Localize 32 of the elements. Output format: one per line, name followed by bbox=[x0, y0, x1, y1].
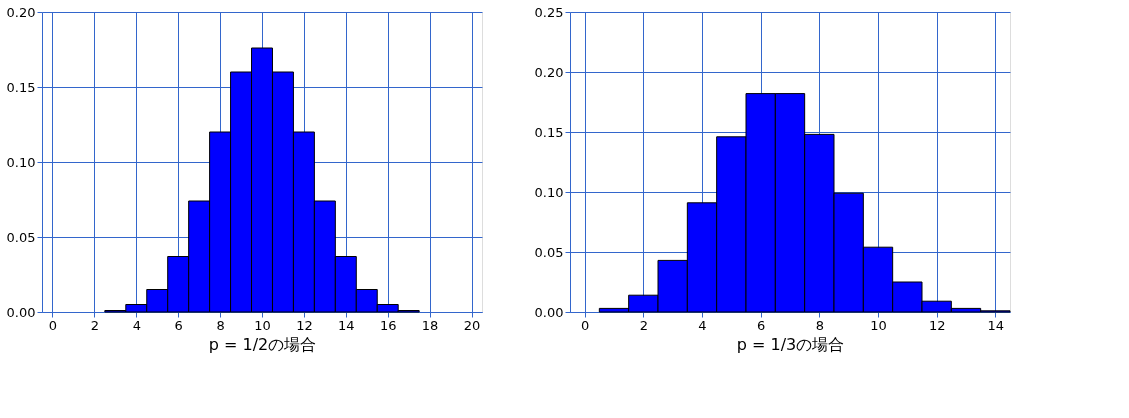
y-tick-label: 0.00 bbox=[6, 304, 36, 320]
x-tick-label: 10 bbox=[870, 317, 887, 333]
x-tick-label: 12 bbox=[928, 317, 946, 333]
x-tick-label: 6 bbox=[174, 317, 183, 333]
x-tick-label: 10 bbox=[254, 317, 271, 333]
y-tick-label: 0.15 bbox=[6, 79, 36, 95]
x-tick-label: 0 bbox=[581, 317, 590, 333]
x-tick-label: 20 bbox=[463, 317, 481, 333]
y-tick-label: 0.00 bbox=[534, 304, 564, 320]
x-tick-label: 16 bbox=[379, 317, 397, 333]
x-tick-label: 0 bbox=[48, 317, 58, 333]
y-tick-label: 0.05 bbox=[6, 229, 36, 245]
y-tick-label: 0.10 bbox=[534, 184, 564, 200]
y-tick-label: 0.20 bbox=[534, 64, 564, 80]
y-tick-label: 0.25 bbox=[534, 4, 564, 20]
x-tick-label: 6 bbox=[757, 317, 766, 333]
x-axis-title: p = 1/2の場合 bbox=[208, 334, 317, 354]
x-tick-label: 8 bbox=[216, 317, 225, 333]
x-tick-label: 14 bbox=[987, 317, 1005, 333]
x-tick-label: 18 bbox=[421, 317, 439, 333]
x-tick-label: 2 bbox=[639, 317, 648, 333]
x-tick-label: 14 bbox=[338, 317, 355, 333]
y-tick-label: 0.10 bbox=[6, 154, 36, 170]
x-axis-title: p = 1/3の場合 bbox=[736, 334, 845, 354]
y-tick-label: 0.20 bbox=[6, 4, 36, 20]
x-tick-label: 4 bbox=[132, 317, 141, 333]
y-tick-label: 0.05 bbox=[534, 244, 564, 260]
x-tick-label: 4 bbox=[698, 317, 707, 333]
x-tick-label: 2 bbox=[90, 317, 100, 333]
x-tick-label: 8 bbox=[815, 317, 824, 333]
x-tick-label: 12 bbox=[296, 317, 313, 333]
y-tick-label: 0.15 bbox=[534, 124, 564, 140]
